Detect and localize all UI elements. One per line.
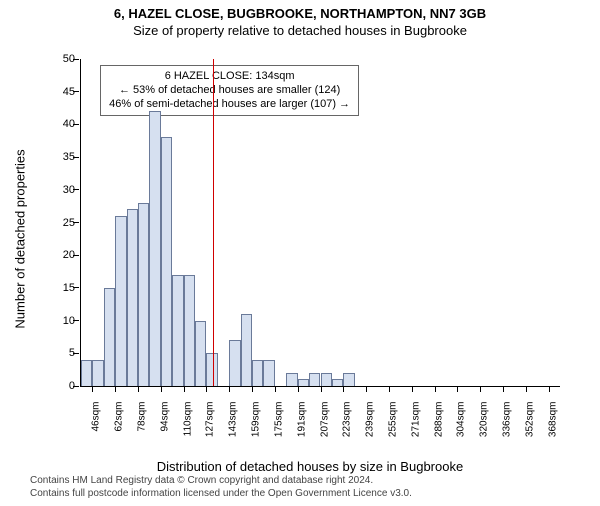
histogram-bar (298, 379, 309, 386)
annotation-box: 6 HAZEL CLOSE: 134sqm← 53% of detached h… (100, 65, 359, 116)
x-tick (138, 387, 139, 392)
histogram-bar (309, 373, 320, 386)
y-tick-label: 20 (63, 249, 75, 261)
x-axis-label: Distribution of detached houses by size … (50, 459, 570, 474)
y-tick-label: 25 (63, 217, 75, 229)
annotation-line: 46% of semi-detached houses are larger (… (109, 98, 350, 112)
y-tick-label: 40 (63, 118, 75, 130)
x-tick (161, 387, 162, 392)
x-tick-label: 255sqm (387, 402, 398, 452)
histogram-bar (172, 275, 183, 386)
histogram-bar (321, 373, 332, 386)
x-tick-label: 143sqm (228, 402, 239, 452)
x-tick (480, 387, 481, 392)
x-tick (298, 387, 299, 392)
x-tick-label: 207sqm (319, 402, 330, 452)
marker-line (213, 59, 214, 386)
footer-attribution: Contains HM Land Registry data © Crown c… (30, 474, 412, 500)
histogram-bar (92, 360, 103, 386)
x-tick (343, 387, 344, 392)
x-tick-label: 239sqm (365, 402, 376, 452)
x-tick (184, 387, 185, 392)
histogram-bar (184, 275, 195, 386)
x-tick-label: 352sqm (524, 402, 535, 452)
x-tick (366, 387, 367, 392)
x-tick-label: 320sqm (479, 402, 490, 452)
y-tick-label: 50 (63, 53, 75, 65)
x-tick-label: 368sqm (547, 402, 558, 452)
x-tick-label: 62sqm (114, 402, 125, 452)
x-tick (252, 387, 253, 392)
x-tick (275, 387, 276, 392)
histogram-bar (195, 321, 206, 386)
footer-line-2: Contains full postcode information licen… (30, 487, 412, 500)
x-tick-label: 110sqm (182, 402, 193, 452)
y-axis-label: Number of detached properties (13, 149, 28, 328)
y-tick-label: 0 (69, 380, 75, 392)
y-tick-label: 15 (63, 282, 75, 294)
histogram-bar (138, 203, 149, 386)
histogram-bar (81, 360, 92, 386)
x-tick (435, 387, 436, 392)
y-tick-label: 5 (69, 347, 75, 359)
plot-area: 6 HAZEL CLOSE: 134sqm← 53% of detached h… (80, 59, 560, 387)
x-tick (457, 387, 458, 392)
histogram-bar (149, 111, 160, 386)
x-tick (549, 387, 550, 392)
histogram-bar (229, 340, 240, 386)
annotation-line: 6 HAZEL CLOSE: 134sqm (109, 70, 350, 84)
x-tick-label: 191sqm (296, 402, 307, 452)
x-tick (389, 387, 390, 392)
histogram-bar (263, 360, 274, 386)
x-tick-label: 336sqm (501, 402, 512, 452)
footer-line-1: Contains HM Land Registry data © Crown c… (30, 474, 412, 487)
x-tick-label: 223sqm (342, 402, 353, 452)
histogram-bar (241, 314, 252, 386)
histogram-bar (252, 360, 263, 386)
histogram-bar (343, 373, 354, 386)
histogram-bar (332, 379, 343, 386)
histogram-bar (286, 373, 297, 386)
annotation-line: ← 53% of detached houses are smaller (12… (109, 84, 350, 98)
histogram-bar (104, 288, 115, 386)
x-tick-label: 175sqm (273, 402, 284, 452)
y-tick-label: 35 (63, 151, 75, 163)
x-tick-label: 46sqm (91, 402, 102, 452)
x-tick (412, 387, 413, 392)
x-tick (321, 387, 322, 392)
x-tick (92, 387, 93, 392)
x-tick-label: 304sqm (456, 402, 467, 452)
histogram-bar (115, 216, 126, 386)
x-tick (526, 387, 527, 392)
x-tick (503, 387, 504, 392)
x-tick-label: 94sqm (159, 402, 170, 452)
x-tick-label: 127sqm (205, 402, 216, 452)
title-main: 6, HAZEL CLOSE, BUGBROOKE, NORTHAMPTON, … (0, 6, 600, 21)
x-tick-label: 78sqm (137, 402, 148, 452)
title-sub: Size of property relative to detached ho… (0, 23, 600, 38)
x-tick-label: 271sqm (410, 402, 421, 452)
y-tick-label: 30 (63, 184, 75, 196)
x-tick-label: 288sqm (433, 402, 444, 452)
y-tick-label: 45 (63, 86, 75, 98)
x-tick-label: 159sqm (251, 402, 262, 452)
y-tick-label: 10 (63, 315, 75, 327)
histogram-bar (127, 209, 138, 386)
chart-container: Number of detached properties 6 HAZEL CL… (50, 54, 570, 424)
x-tick (206, 387, 207, 392)
x-tick (115, 387, 116, 392)
x-tick (229, 387, 230, 392)
histogram-bar (161, 137, 172, 386)
